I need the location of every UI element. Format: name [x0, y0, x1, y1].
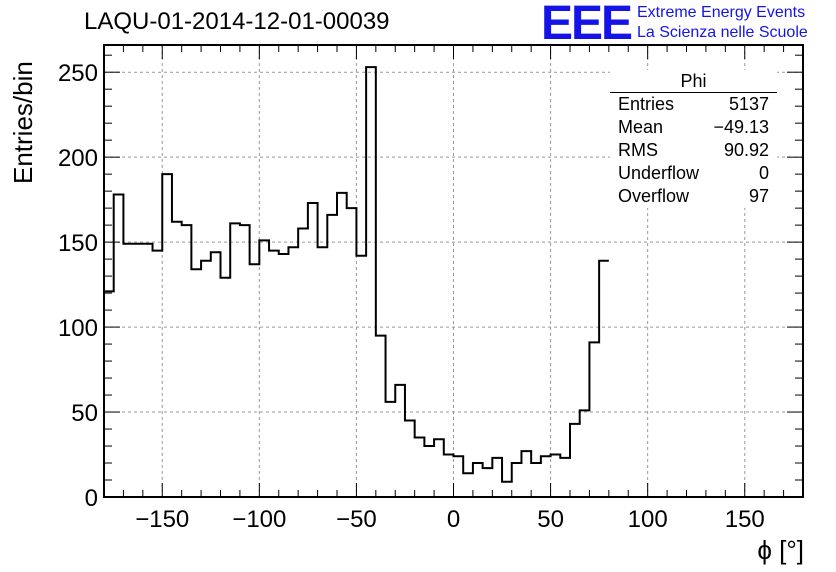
- logo-caption-line1: Extreme Energy Events: [637, 4, 806, 21]
- histogram-bin: [191, 269, 201, 497]
- histogram-bin: [356, 256, 366, 497]
- histogram-bin: [512, 463, 522, 497]
- stats-label: Mean: [618, 117, 664, 137]
- histogram-bin: [580, 410, 590, 497]
- stats-row-overflow: Overflow 97: [610, 185, 777, 208]
- stats-title: Phi: [610, 70, 777, 93]
- histogram-bin: [424, 446, 434, 497]
- histogram-bin: [570, 424, 580, 497]
- stats-value: 5137: [728, 94, 769, 114]
- histogram-bin: [347, 208, 357, 497]
- stats-value: 0: [758, 163, 769, 183]
- histogram-bin: [531, 463, 541, 497]
- logo-caption-line2: La Scienza nelle Scuole: [637, 24, 808, 41]
- stats-row-mean: Mean −49.13: [610, 116, 777, 139]
- stats-label: RMS: [618, 140, 658, 160]
- x-tick-label: −100: [232, 506, 286, 533]
- histogram-bin: [104, 291, 114, 497]
- histogram-bin: [405, 421, 415, 497]
- histogram-bin: [434, 439, 444, 497]
- histogram-bin: [327, 215, 337, 497]
- histogram-bin: [541, 456, 551, 497]
- stats-value: −49.13: [713, 117, 769, 137]
- stats-label: Entries: [618, 94, 675, 114]
- histogram-bin: [415, 438, 425, 497]
- histogram-bin: [288, 247, 298, 497]
- logo-caption: Extreme Energy Events La Scienza nelle S…: [637, 3, 808, 43]
- histogram-bin: [463, 473, 473, 497]
- histogram-bin: [589, 342, 599, 497]
- x-tick-label: 50: [537, 506, 564, 533]
- x-tick-label: 150: [725, 506, 765, 533]
- stats-row-entries: Entries 5137: [610, 93, 777, 116]
- histogram-bin: [143, 244, 153, 497]
- stats-row-underflow: Underflow 0: [610, 162, 777, 185]
- histogram-bin: [502, 482, 512, 497]
- histogram-bin: [483, 468, 493, 497]
- histogram-bin: [521, 451, 531, 497]
- y-tick-label: 100: [58, 315, 98, 342]
- histogram-bin: [269, 251, 279, 497]
- histogram-bin: [114, 195, 124, 497]
- histogram-bin: [492, 458, 502, 497]
- y-tick-label: 250: [58, 60, 98, 87]
- x-axis-label: ϕ [°]: [757, 535, 804, 565]
- y-tick-label: 50: [71, 400, 98, 427]
- histogram-bin: [240, 225, 250, 497]
- histogram-bin: [551, 455, 561, 497]
- histogram-bin: [211, 252, 221, 497]
- histogram-bin: [337, 193, 347, 497]
- histogram-bin: [221, 278, 231, 497]
- histogram-bin: [201, 261, 211, 497]
- stats-value: 97: [748, 186, 769, 206]
- x-tick-label: 0: [447, 506, 460, 533]
- histogram-bin: [376, 336, 386, 497]
- histogram-bin: [366, 67, 376, 497]
- y-tick-label: 200: [58, 145, 98, 172]
- x-tick-label: −50: [336, 506, 377, 533]
- histogram-bin: [560, 458, 570, 497]
- stats-row-rms: RMS 90.92: [610, 139, 777, 162]
- histogram-bin: [599, 261, 609, 497]
- histogram-bin: [279, 254, 289, 497]
- histogram-bin: [259, 240, 269, 497]
- histogram-series: [104, 66, 609, 483]
- histogram-bin: [454, 456, 464, 497]
- histogram-bin: [182, 225, 192, 497]
- histogram-bin: [298, 229, 308, 497]
- stats-label: Underflow: [618, 163, 700, 183]
- y-axis-label: Entries/bin: [8, 61, 38, 184]
- stats-label: Overflow: [618, 186, 690, 206]
- histogram-bin: [153, 251, 163, 497]
- histogram-bin: [386, 402, 396, 497]
- stats-box: Phi Entries 5137 Mean −49.13 RMS 90.92 U…: [610, 70, 777, 208]
- histogram-bin: [444, 455, 454, 497]
- stats-value: 90.92: [723, 140, 769, 160]
- histogram-bin: [230, 223, 240, 497]
- histogram-bin: [395, 385, 405, 497]
- histogram-bin: [123, 244, 142, 497]
- plot-title: LAQU-01-2014-12-01-00039: [84, 8, 390, 35]
- histogram-bin: [318, 247, 328, 497]
- histogram-bin: [308, 203, 318, 497]
- y-tick-label: 0: [85, 485, 98, 512]
- x-tick-label: 100: [628, 506, 668, 533]
- y-tick-label: 150: [58, 230, 98, 257]
- eee-logo: EEE: [541, 0, 633, 50]
- histogram-bin: [172, 222, 182, 497]
- histogram-bin: [473, 463, 483, 497]
- histogram-bin: [250, 264, 260, 497]
- x-tick-label: −150: [135, 506, 189, 533]
- histogram-bin: [162, 174, 172, 497]
